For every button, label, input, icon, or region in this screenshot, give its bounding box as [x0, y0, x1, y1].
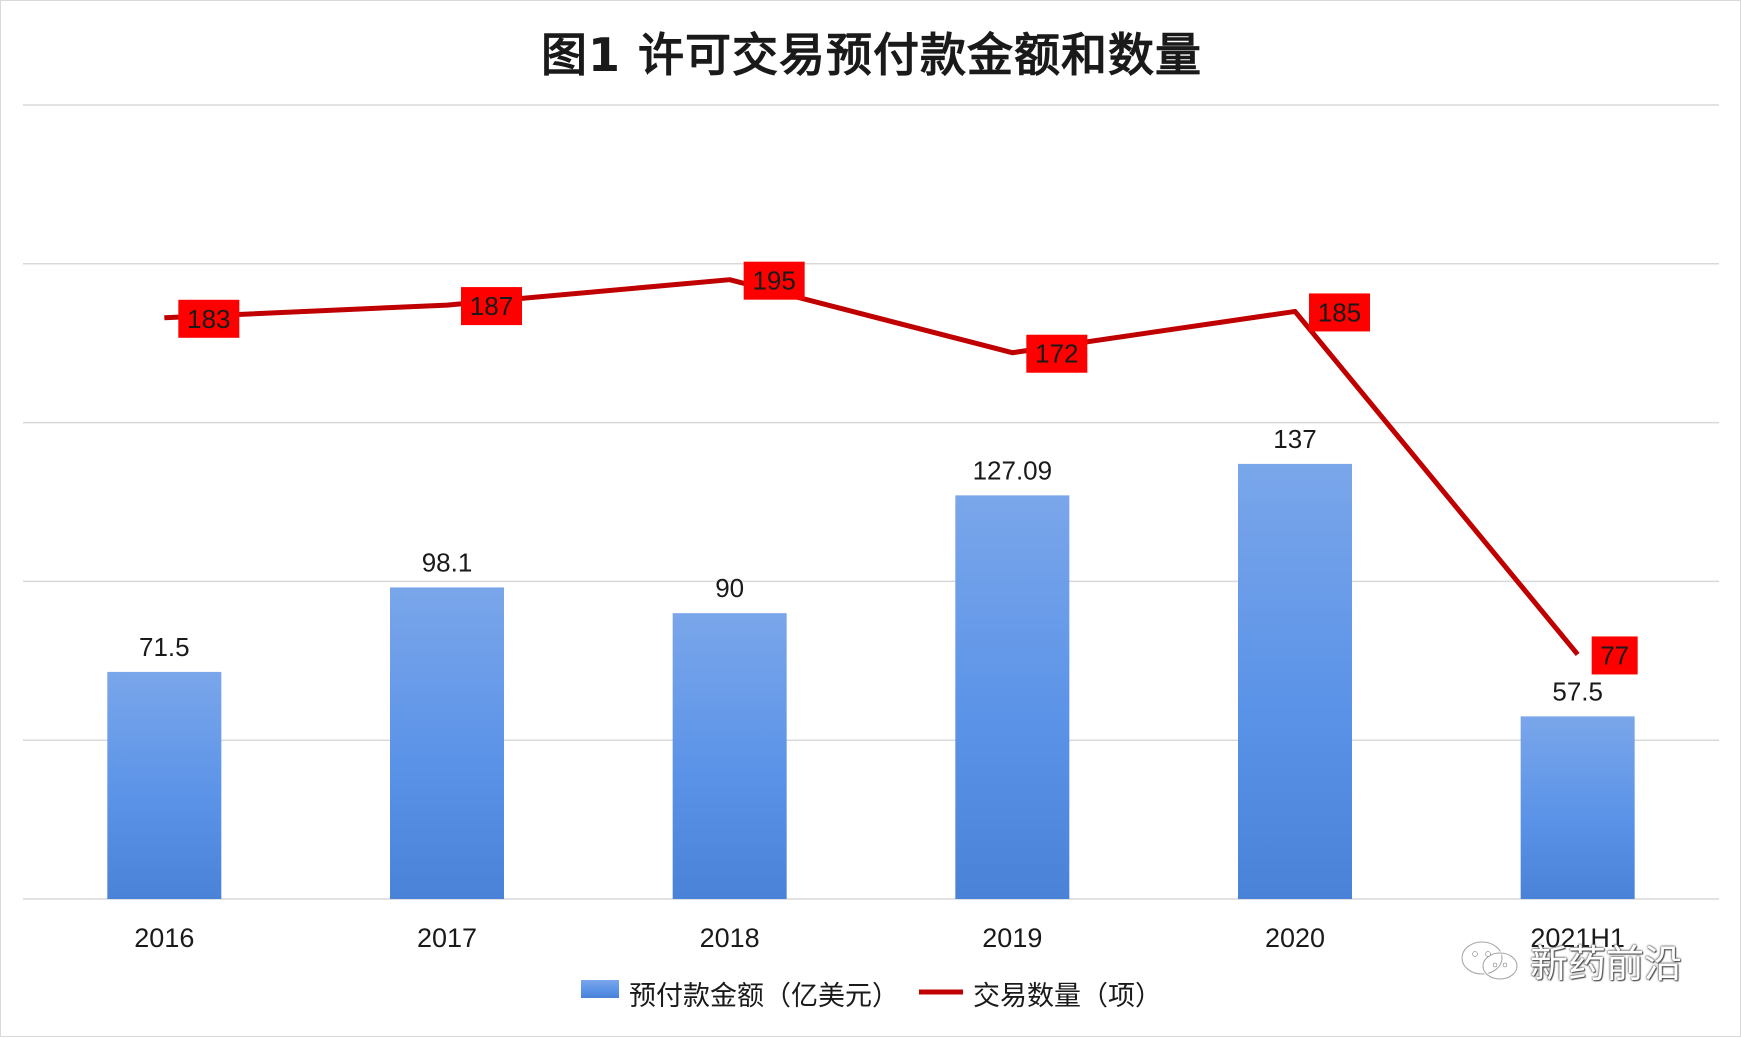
line-count-series	[164, 277, 1580, 657]
x-tick-label: 2018	[700, 923, 760, 953]
gridlines	[23, 104, 1719, 900]
bar-series: 71.5 98.1 90 127.09 137 57.5	[107, 424, 1635, 899]
line-data-label: 183	[178, 299, 240, 338]
x-tick-label: 2021H1	[1530, 923, 1625, 953]
bar-data-label: 98.1	[422, 547, 473, 577]
bar-data-label: 71.5	[139, 632, 190, 662]
bar-2019	[955, 495, 1070, 899]
line-label-box	[178, 299, 240, 338]
line-label-text: 172	[1035, 339, 1078, 369]
line-label-box	[1591, 636, 1638, 675]
watermark-text: 新药前沿	[1529, 942, 1682, 986]
legend: 预付款金额（亿美元） 交易数量（项）	[581, 980, 1162, 1012]
wechat-icon	[1460, 940, 1519, 980]
x-axis: 2016 2017 2018 2019 2020 2021H1	[134, 923, 1625, 953]
line-label-text: 183	[187, 304, 230, 334]
line-data-label: 172	[1026, 334, 1088, 373]
line-label-text: 77	[1600, 640, 1629, 670]
line-series: 183 187 195 172 185 77	[164, 261, 1638, 675]
legend-label-line: 交易数量（项）	[973, 981, 1162, 1012]
x-tick-label: 2017	[417, 923, 477, 953]
bar-data-label: 57.5	[1552, 676, 1603, 706]
line-label-box	[1026, 334, 1088, 373]
bar-2021H1	[1520, 716, 1635, 899]
line-label-box	[1309, 293, 1370, 332]
x-tick-label: 2016	[134, 923, 194, 953]
bar-2017	[390, 587, 504, 899]
bar-2018	[672, 613, 787, 899]
bar-2020	[1238, 463, 1352, 899]
line-label-text: 187	[470, 291, 513, 321]
line-label-text: 195	[752, 266, 795, 296]
line-label-box	[461, 287, 522, 326]
legend-swatch-bar	[581, 980, 619, 998]
bar-2016	[107, 671, 222, 899]
legend-label-bar: 预付款金额（亿美元）	[629, 981, 899, 1012]
line-data-label: 185	[1309, 293, 1370, 332]
chart-title: 图1 许可交易预付款金额和数量	[540, 28, 1203, 82]
bar-data-label: 127.09	[973, 455, 1053, 485]
bar-data-label: 90	[715, 573, 744, 603]
line-data-label: 77	[1591, 636, 1638, 675]
line-label-box	[743, 261, 805, 300]
x-tick-label: 2019	[982, 923, 1042, 953]
x-tick-label: 2020	[1265, 923, 1325, 953]
watermark: 新药前沿	[1458, 933, 1682, 988]
bar-data-label: 137	[1273, 424, 1316, 454]
line-data-label: 195	[743, 261, 805, 300]
line-data-label: 187	[461, 287, 522, 326]
line-label-text: 185	[1318, 297, 1361, 327]
